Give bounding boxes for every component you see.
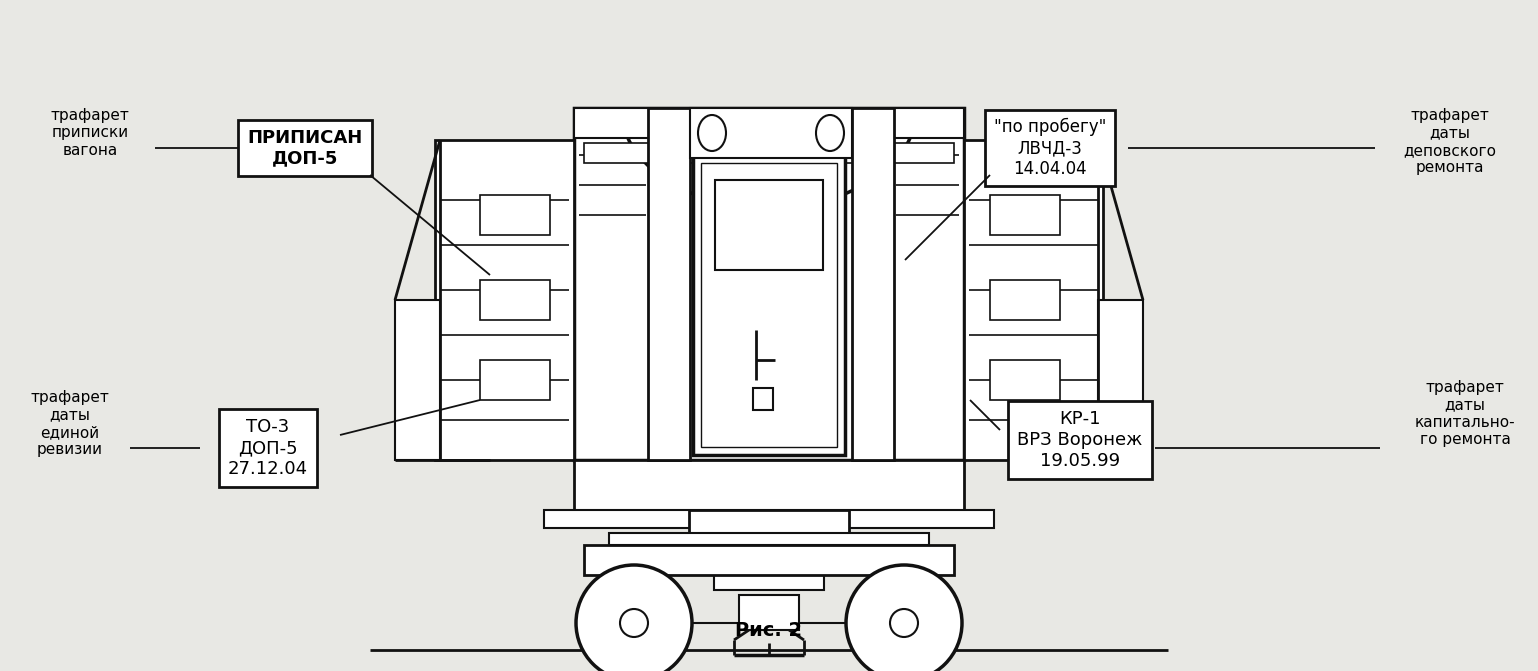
Text: Рис. 2: Рис. 2 xyxy=(735,621,803,639)
Bar xyxy=(701,163,837,447)
Bar xyxy=(990,280,1060,320)
Bar xyxy=(691,108,852,158)
Bar xyxy=(609,533,929,545)
Bar xyxy=(544,510,994,528)
Bar xyxy=(480,360,551,400)
Bar xyxy=(480,195,551,235)
Ellipse shape xyxy=(846,565,961,671)
Text: КР-1
ВРЗ Воронеж
19.05.99: КР-1 ВРЗ Воронеж 19.05.99 xyxy=(1017,410,1143,470)
Text: ПРИПИСАН
ДОП-5: ПРИПИСАН ДОП-5 xyxy=(248,129,363,167)
Text: трафарет
даты
единой
ревизии: трафарет даты единой ревизии xyxy=(31,390,109,457)
Bar xyxy=(964,140,1103,460)
Bar xyxy=(584,545,954,575)
Bar xyxy=(714,560,824,590)
Bar xyxy=(574,108,964,460)
Bar xyxy=(480,280,551,320)
Text: трафарет
даты
деповского
ремонта: трафарет даты деповского ремонта xyxy=(1404,108,1496,175)
Text: трафарет
приписки
вагона: трафарет приписки вагона xyxy=(51,108,129,158)
Bar xyxy=(990,360,1060,400)
Bar xyxy=(574,108,964,138)
Ellipse shape xyxy=(698,115,726,151)
Bar xyxy=(715,180,823,270)
Ellipse shape xyxy=(620,609,647,637)
Bar xyxy=(584,143,954,163)
Bar xyxy=(990,195,1060,235)
Bar xyxy=(754,388,774,410)
Bar xyxy=(647,108,691,460)
Bar xyxy=(435,140,574,460)
Ellipse shape xyxy=(817,115,844,151)
Ellipse shape xyxy=(891,609,918,637)
Bar xyxy=(689,510,849,560)
Bar xyxy=(1098,300,1143,460)
Text: "по пробегу"
ЛВЧД-3
14.04.04: "по пробегу" ЛВЧД-3 14.04.04 xyxy=(994,118,1106,178)
Text: ТО-3
ДОП-5
27.12.04: ТО-3 ДОП-5 27.12.04 xyxy=(228,418,308,478)
Bar xyxy=(694,155,844,455)
Bar xyxy=(395,300,440,460)
Text: трафарет
даты
капитально-
го ремонта: трафарет даты капитально- го ремонта xyxy=(1415,380,1515,447)
Bar xyxy=(852,108,894,460)
Bar xyxy=(574,460,964,510)
Ellipse shape xyxy=(577,565,692,671)
Bar xyxy=(738,595,800,630)
